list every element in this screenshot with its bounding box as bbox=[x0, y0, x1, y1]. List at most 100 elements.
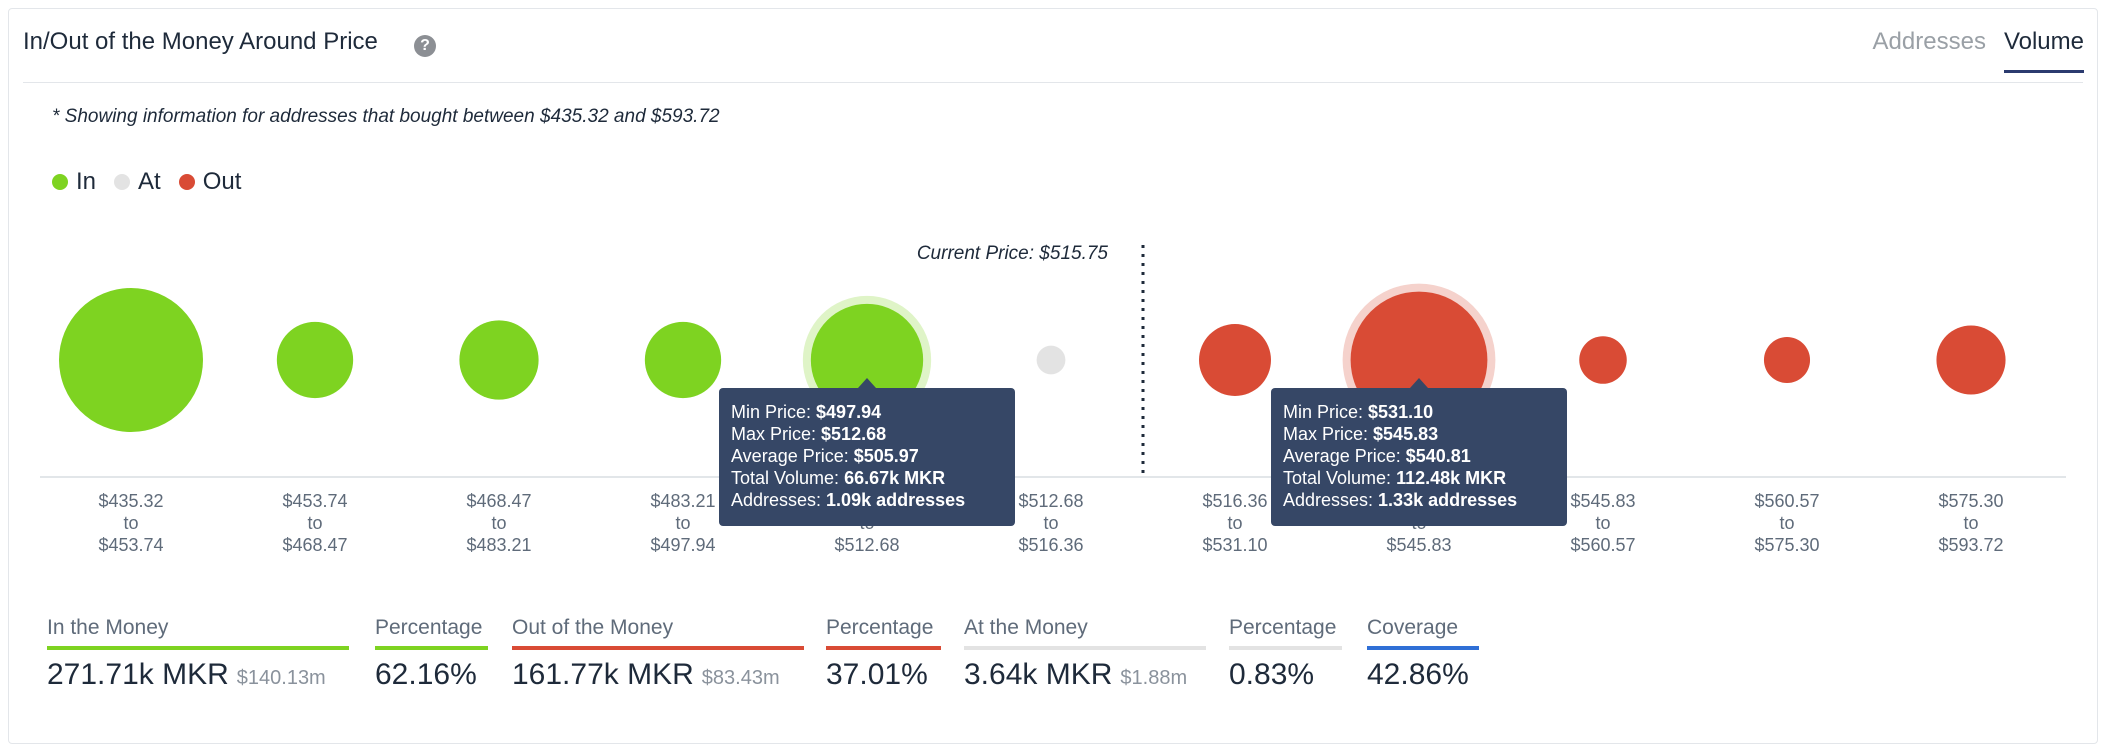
tooltip-line-label: Average Price: bbox=[731, 446, 854, 466]
tooltip-line-value: $531.10 bbox=[1368, 402, 1433, 422]
tick-label: $560.57 bbox=[1570, 535, 1635, 555]
view-tabs: Addresses Volume bbox=[1873, 28, 2084, 73]
bubble-out[interactable] bbox=[1579, 336, 1627, 384]
tick-label: $531.10 bbox=[1202, 535, 1267, 555]
bubble-out[interactable] bbox=[1199, 324, 1271, 396]
bubble-chart: $435.32to$453.74$453.74to$468.47$468.47t… bbox=[40, 243, 2066, 555]
tick-label: $468.47 bbox=[282, 535, 347, 555]
tick-label: $512.68 bbox=[1018, 491, 1083, 511]
tick-label: to bbox=[1043, 513, 1058, 533]
stat-at-percentage: Percentage 0.83% bbox=[1229, 616, 1342, 692]
tick-label: $453.74 bbox=[98, 535, 163, 555]
bubble-in[interactable] bbox=[644, 321, 722, 399]
legend-dot-out bbox=[178, 174, 195, 190]
tick-label: $483.21 bbox=[466, 535, 531, 555]
range-note: * Showing information for addresses that… bbox=[52, 106, 720, 127]
tick-label: $435.32 bbox=[98, 491, 163, 511]
tick-label: $516.36 bbox=[1202, 491, 1267, 511]
stat-label: Percentage bbox=[826, 616, 941, 650]
tick-label: $516.36 bbox=[1018, 535, 1083, 555]
bubble-out[interactable] bbox=[1936, 325, 2006, 395]
bubble-out[interactable] bbox=[1763, 336, 1811, 384]
tab-addresses[interactable]: Addresses bbox=[1872, 28, 1986, 55]
chart-legend: In At Out bbox=[52, 168, 241, 196]
tooltip-line: Max Price: $512.68 bbox=[731, 424, 886, 444]
tick-label: $593.72 bbox=[1938, 535, 2003, 555]
tooltip-pointer bbox=[858, 378, 876, 388]
tooltip-line-value: 1.09k addresses bbox=[826, 490, 965, 510]
tick-label: to bbox=[675, 513, 690, 533]
tick-label: $512.68 bbox=[834, 535, 899, 555]
tick-label: to bbox=[1963, 513, 1978, 533]
stat-value-main: 62.16% bbox=[375, 658, 477, 691]
stat-label: Coverage bbox=[1367, 616, 1479, 650]
stat-in-the-money: In the Money 271.71k MKR $140.13m bbox=[47, 616, 349, 692]
stat-label: Percentage bbox=[375, 616, 488, 650]
bubble-in[interactable] bbox=[459, 320, 539, 400]
current-price-label: Current Price: $515.75 bbox=[917, 243, 1109, 264]
legend-dot-at bbox=[114, 174, 131, 190]
stat-out-of-the-money: Out of the Money 161.77k MKR $83.43m bbox=[512, 616, 804, 692]
tooltip-line: Total Volume: 66.67k MKR bbox=[731, 468, 945, 488]
stat-value-main: 271.71k MKR bbox=[47, 658, 229, 691]
tooltip-pointer bbox=[1410, 378, 1428, 388]
stat-value: 62.16% bbox=[375, 658, 488, 692]
stat-value: 271.71k MKR $140.13m bbox=[47, 658, 349, 692]
tab-volume[interactable]: Volume bbox=[2003, 28, 2084, 73]
tick-label: $545.83 bbox=[1386, 535, 1451, 555]
tick-label: to bbox=[1779, 513, 1794, 533]
tick-label: $483.21 bbox=[650, 491, 715, 511]
question-circle-icon[interactable]: ? bbox=[414, 35, 436, 57]
tick-label: to bbox=[1595, 513, 1610, 533]
tooltip-line-value: $505.97 bbox=[854, 446, 919, 466]
tooltip-line: Addresses: 1.33k addresses bbox=[1283, 490, 1517, 510]
bubble-in[interactable] bbox=[276, 321, 354, 399]
tooltip-line: Average Price: $505.97 bbox=[731, 446, 919, 466]
chart-title: In/Out of the Money Around Price bbox=[23, 28, 378, 55]
stat-value: 3.64k MKR $1.88m bbox=[964, 658, 1206, 692]
tick-label: $575.30 bbox=[1938, 491, 2003, 511]
stat-value-main: 161.77k MKR bbox=[512, 658, 694, 691]
tick-label: $453.74 bbox=[282, 491, 347, 511]
stat-out-percentage: Percentage 37.01% bbox=[826, 616, 941, 692]
stat-value: 37.01% bbox=[826, 658, 941, 692]
tick-label: $497.94 bbox=[650, 535, 715, 555]
tooltip-line: Min Price: $531.10 bbox=[1283, 402, 1433, 422]
tooltip-line-label: Addresses: bbox=[731, 490, 826, 510]
chart-card bbox=[8, 8, 2098, 744]
stat-in-percentage: Percentage 62.16% bbox=[375, 616, 488, 692]
tooltip-line-value: $497.94 bbox=[816, 402, 881, 422]
stat-value-usd: $140.13m bbox=[236, 667, 326, 689]
stat-value: 161.77k MKR $83.43m bbox=[512, 658, 804, 692]
tooltip-line-value: $512.68 bbox=[821, 424, 886, 444]
stat-label: Out of the Money bbox=[512, 616, 804, 650]
stat-label: In the Money bbox=[47, 616, 349, 650]
legend-item-in[interactable]: In bbox=[52, 168, 96, 196]
legend-item-at[interactable]: At bbox=[114, 168, 161, 196]
tooltip-line-label: Min Price: bbox=[731, 402, 816, 422]
bubble-in[interactable] bbox=[59, 288, 203, 432]
tick-label: $575.30 bbox=[1754, 535, 1819, 555]
legend-label-in: In bbox=[76, 168, 97, 195]
tooltip-line-label: Min Price: bbox=[1283, 402, 1368, 422]
stat-value-main: 42.86% bbox=[1367, 658, 1469, 691]
stat-value-main: 37.01% bbox=[826, 658, 928, 691]
tooltip-line-value: 66.67k MKR bbox=[844, 468, 945, 488]
bubble-at[interactable] bbox=[1036, 345, 1066, 375]
tick-label: to bbox=[307, 513, 322, 533]
stat-value-main: 3.64k MKR bbox=[964, 658, 1113, 691]
tooltip-box bbox=[719, 388, 1015, 526]
tooltip-line-label: Total Volume: bbox=[731, 468, 844, 488]
tooltip-line-label: Addresses: bbox=[1283, 490, 1378, 510]
stat-value: 42.86% bbox=[1367, 658, 1479, 692]
header-divider bbox=[23, 82, 2083, 83]
tooltip-line-label: Total Volume: bbox=[1283, 468, 1396, 488]
stat-at-the-money: At the Money 3.64k MKR $1.88m bbox=[964, 616, 1206, 692]
legend-label-at: At bbox=[138, 168, 161, 195]
tooltip-line: Total Volume: 112.48k MKR bbox=[1283, 468, 1506, 488]
tick-label: to bbox=[123, 513, 138, 533]
legend-item-out[interactable]: Out bbox=[178, 168, 241, 196]
tick-label: $545.83 bbox=[1570, 491, 1635, 511]
